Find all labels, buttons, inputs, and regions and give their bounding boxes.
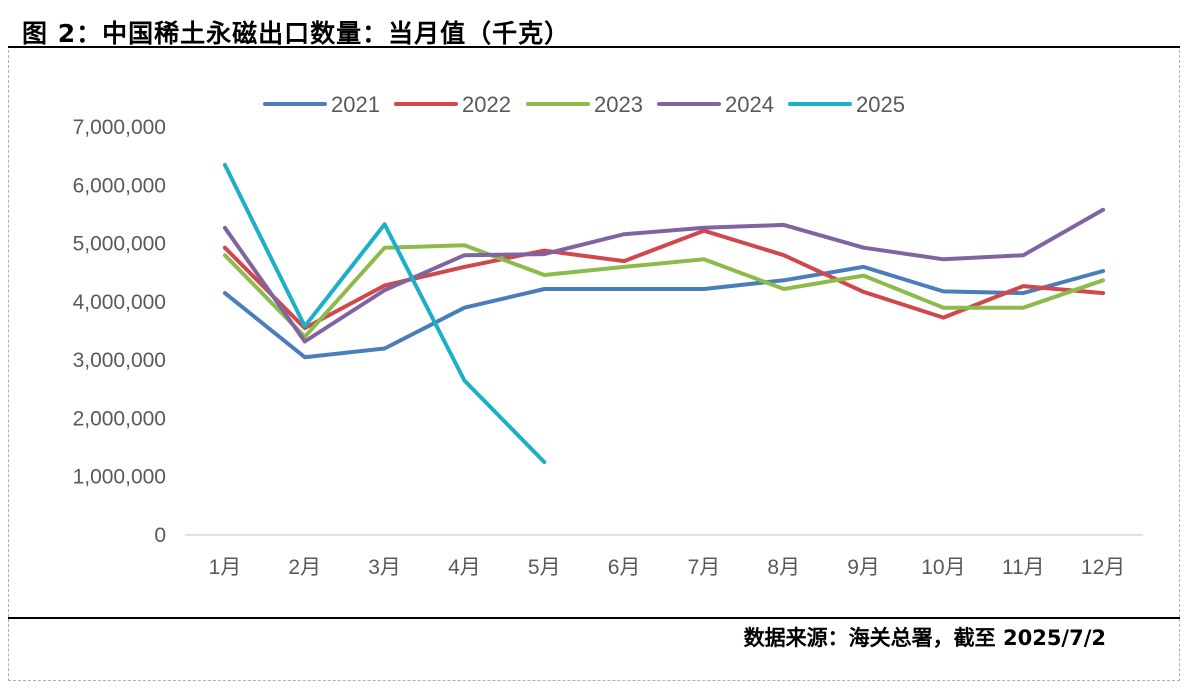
axis-layer: 0 1,000,000 2,000,000 3,000,000 4,000,000 5,0…	[73, 116, 1143, 579]
series-line-2022	[222, 228, 1106, 331]
y-tick-label: 1,000,000	[73, 466, 166, 489]
line-chart: 0 1,000,000 2,000,000 3,000,000 4,000,000 5,0…	[73, 92, 1143, 579]
legend-label-2024: 2024	[725, 92, 774, 117]
x-tick-label: 5月	[528, 556, 561, 579]
x-tick-label: 8月	[767, 556, 800, 579]
legend: 2021 2022 2023 2024 2025	[263, 92, 905, 117]
x-tick-label: 1月	[209, 556, 242, 579]
y-tick-label: 2,000,000	[73, 407, 166, 430]
y-tick-label: 5,000,000	[73, 233, 166, 256]
title-bar: 图 2：中国稀土永磁出口数量：当月值（千克）	[8, 8, 1180, 48]
chart-frame	[8, 50, 1180, 617]
series-line-2023	[222, 243, 1106, 339]
x-tick-label: 12月	[1081, 556, 1125, 579]
x-tick-label: 11月	[1002, 556, 1045, 579]
legend-label-2022: 2022	[462, 92, 511, 117]
y-tick-label: 4,000,000	[73, 291, 166, 314]
legend-label-2023: 2023	[594, 92, 643, 117]
legend-label-2025: 2025	[856, 92, 905, 117]
series-line-2025	[222, 162, 547, 465]
x-tick-label: 10月	[921, 556, 965, 579]
x-tick-label: 3月	[368, 556, 401, 579]
footer-frame	[8, 619, 1180, 681]
chart-title: 图 2：中国稀土永磁出口数量：当月值（千克）	[22, 19, 571, 48]
y-tick-label: 7,000,000	[73, 116, 166, 139]
series-line-2021	[222, 264, 1106, 360]
y-tick-label: 6,000,000	[73, 174, 166, 197]
x-tick-label: 6月	[608, 556, 641, 579]
legend-label-2021: 2021	[331, 92, 380, 117]
x-tick-label: 7月	[688, 556, 721, 579]
series-layer	[222, 162, 1106, 465]
footer-divider	[8, 617, 1180, 619]
data-source: 数据来源：海关总署，截至 2025/7/2	[743, 626, 1106, 650]
series-line-2024	[222, 207, 1106, 344]
x-tick-label: 4月	[448, 556, 481, 579]
x-tick-label: 2月	[288, 556, 321, 579]
y-tick-label: 3,000,000	[73, 349, 166, 372]
x-tick-label: 9月	[847, 556, 880, 579]
y-tick-label: 0	[154, 524, 166, 547]
